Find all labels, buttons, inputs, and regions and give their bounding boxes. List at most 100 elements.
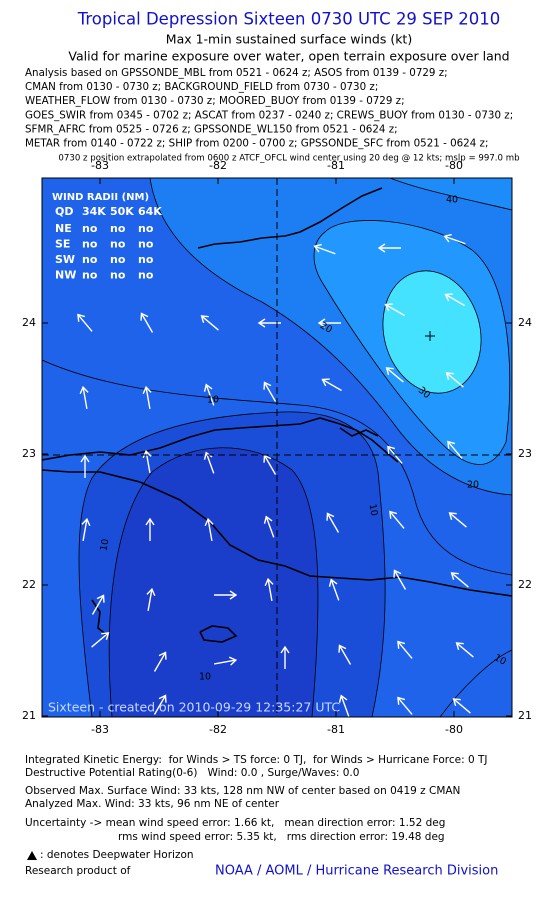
arrow-shaft <box>205 384 215 406</box>
arrow-head <box>263 381 272 390</box>
wind-arrow <box>397 696 413 715</box>
arrow-head <box>385 367 394 376</box>
arrow-head <box>229 590 238 600</box>
wind-arrow <box>79 385 89 409</box>
contour-label: 40 <box>446 195 458 206</box>
arrow-head <box>142 449 152 459</box>
arrow-head <box>80 454 90 463</box>
arrow-shaft <box>77 314 93 332</box>
arrow-head <box>158 694 167 703</box>
organization[interactable]: NOAA / AOML / Hurricane Research Divisio… <box>215 864 498 879</box>
radii-cell: no <box>138 222 154 235</box>
arrow-shaft <box>265 516 275 538</box>
uncertainty: Uncertainty -> mean wind speed error: 1.… <box>25 817 445 829</box>
radii-header: 50K <box>110 205 134 218</box>
radii-cell: no <box>138 269 154 282</box>
lat-label: 21 <box>518 709 532 722</box>
wind-band <box>108 447 319 717</box>
arrow-head <box>455 642 464 651</box>
wind-arrow <box>146 587 156 611</box>
ike: Integrated Kinetic Energy: for Winds > T… <box>25 754 487 766</box>
contour-label: 20 <box>318 320 334 336</box>
contour-line <box>439 649 512 717</box>
deepwater-icon <box>27 851 37 860</box>
center-crosshair <box>42 178 512 717</box>
lon-label: -81 <box>327 723 345 736</box>
arrow-head <box>96 594 105 603</box>
credit: Sixteen - created on 2010-09-29 12:35:27… <box>48 700 340 715</box>
arrow-head <box>326 512 335 521</box>
wind-arrow <box>264 577 274 601</box>
arrow-shaft <box>314 245 336 255</box>
radii-cell: SW <box>55 253 75 266</box>
wind-arrow <box>443 233 466 245</box>
wind-arrow <box>263 381 277 402</box>
wind-arrow <box>214 590 238 600</box>
arrow-shaft <box>393 570 407 590</box>
subtitle: Max 1-min sustained surface winds (kt) <box>166 32 412 47</box>
arrow-head <box>200 315 209 324</box>
arrow-shaft <box>153 695 167 715</box>
arrow-shaft <box>263 455 277 475</box>
wind-arrow <box>91 594 105 615</box>
wind-arrow <box>77 313 93 332</box>
wind-arrow <box>142 385 152 409</box>
radii-title: WIND RADII (NM) <box>52 192 149 203</box>
arrow-head <box>79 385 89 395</box>
arrow-head <box>338 644 347 653</box>
lat-label: 23 <box>22 447 36 460</box>
lon-label: -81 <box>327 159 345 172</box>
legend: : denotes Deepwater Horizon <box>40 849 194 861</box>
lon-label: -83 <box>91 159 109 172</box>
wind-arrow <box>338 644 352 665</box>
analysis-line: METAR from 0140 - 0722 z; SHIP from 0200… <box>25 138 488 150</box>
wind-arrow <box>140 312 154 333</box>
wind-arrow <box>317 318 341 328</box>
uncertainty: rms wind speed error: 5.35 kt, rms direc… <box>118 831 445 843</box>
radii-cell: no <box>110 269 126 282</box>
arrow-head <box>338 694 348 703</box>
wind-arrow <box>321 378 342 392</box>
radii-header: QD <box>55 205 73 218</box>
arrow-head <box>389 510 398 519</box>
contour-label: 10 <box>367 503 380 517</box>
lat-label: 21 <box>22 709 36 722</box>
arrow-shaft <box>82 387 88 409</box>
wind-arrow <box>81 517 91 541</box>
wind-arrow <box>326 512 340 533</box>
arrow-head <box>387 445 396 454</box>
observed-max: Observed Max. Surface Wind: 33 kts, 128 … <box>25 785 460 797</box>
arrow-head <box>450 572 459 581</box>
arrow-head <box>203 383 213 392</box>
arrow-shaft <box>145 387 151 409</box>
contour-label: 10 <box>99 538 112 552</box>
dpr: Destructive Potential Rating(0-6) Wind: … <box>25 767 359 779</box>
arrow-shaft <box>322 378 342 392</box>
analysis-line: CMAN from 0130 - 0730 z; BACKGROUND_FIEL… <box>25 81 378 93</box>
arrow-shaft <box>326 513 340 533</box>
wind-arrow <box>204 517 214 541</box>
radii-cell: no <box>110 238 126 251</box>
radii-header: 64K <box>138 205 162 218</box>
contour-label: 10 <box>207 395 219 406</box>
radii-cell: no <box>138 238 154 251</box>
arrow-shaft <box>214 659 236 665</box>
arrow-shaft <box>91 595 105 615</box>
arrow-shaft <box>207 519 213 541</box>
arrow-head <box>264 577 274 587</box>
arrow-shaft <box>201 315 219 331</box>
arrow-head <box>81 517 91 527</box>
wind-arrow <box>393 569 407 590</box>
wind-arrow <box>214 656 238 666</box>
wind-arrow <box>385 367 404 383</box>
wind-arrow <box>455 642 474 658</box>
position-note: 0730 z position extrapolated from 0600 z… <box>58 154 519 164</box>
arrow-head <box>448 512 457 521</box>
wind-arrow <box>313 243 336 255</box>
arrow-head <box>321 378 330 387</box>
arrow-head <box>263 515 273 524</box>
arrow-head <box>328 578 338 587</box>
arrow-head <box>447 440 456 449</box>
